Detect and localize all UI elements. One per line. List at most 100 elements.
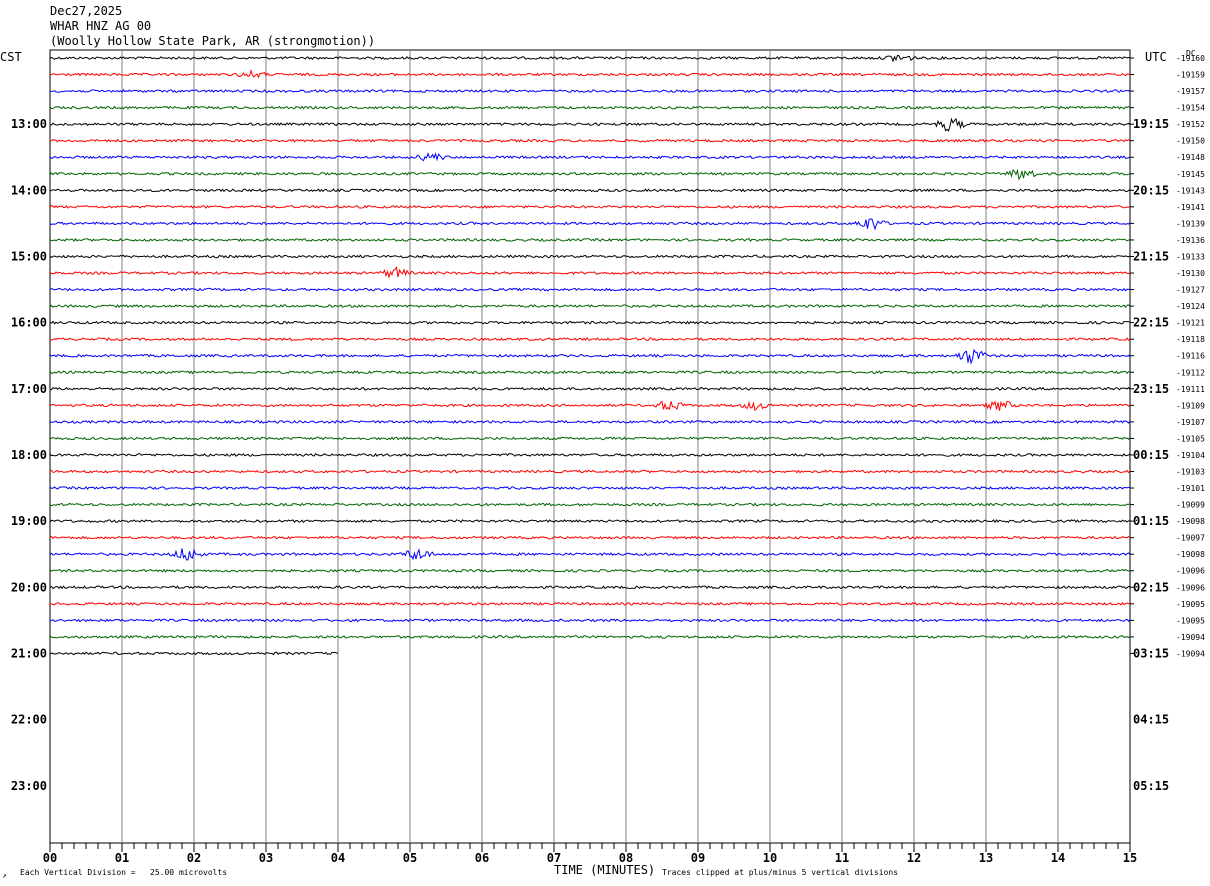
cst-hour-label: 20:00 bbox=[11, 580, 47, 594]
x-tick-label: 06 bbox=[475, 851, 489, 865]
trace-line bbox=[49, 400, 1131, 412]
trace-line bbox=[49, 188, 1131, 193]
dc-offset-label: -19116 bbox=[1176, 352, 1205, 361]
trace-line bbox=[49, 117, 1131, 132]
dc-offset-label: -19103 bbox=[1176, 468, 1205, 477]
utc-hour-label: 20:15 bbox=[1133, 183, 1169, 197]
header-station: WHAR HNZ AG 00 bbox=[50, 19, 152, 33]
trace-line bbox=[49, 337, 1131, 342]
scale-icon: ↗ bbox=[2, 871, 7, 880]
dc-offset-label: -19096 bbox=[1176, 567, 1205, 576]
header-location: (Woolly Hollow State Park, AR (strongmot… bbox=[50, 34, 376, 48]
trace-line bbox=[49, 436, 1131, 441]
dc-offset-label: -19159 bbox=[1176, 71, 1205, 80]
dc-offset-label: -19130 bbox=[1176, 269, 1205, 278]
utc-hour-label: 00:15 bbox=[1133, 448, 1169, 462]
x-tick-label: 04 bbox=[331, 851, 345, 865]
dc-offset-label: -19154 bbox=[1176, 104, 1205, 113]
dc-offset-label: -19111 bbox=[1176, 385, 1205, 394]
trace-line bbox=[49, 386, 1131, 391]
trace-line bbox=[49, 105, 1131, 110]
utc-hour-label: 04:15 bbox=[1133, 713, 1169, 727]
x-tick-label: 07 bbox=[547, 851, 561, 865]
dc-offset-label: -19150 bbox=[1176, 137, 1205, 146]
dc-offset-label: -19121 bbox=[1176, 319, 1205, 328]
trace-line bbox=[49, 348, 1131, 365]
dc-offset-label: -19097 bbox=[1176, 534, 1205, 543]
right-timezone-label: UTC bbox=[1145, 50, 1167, 64]
dc-offset-label: -19107 bbox=[1176, 418, 1205, 427]
dc-offset-label: -19145 bbox=[1176, 170, 1205, 179]
trace-line bbox=[49, 585, 1130, 590]
dc-offset-label: -19099 bbox=[1176, 501, 1205, 510]
x-tick-label: 08 bbox=[619, 851, 633, 865]
trace-line bbox=[49, 138, 1131, 143]
trace-line bbox=[49, 204, 1131, 209]
trace-line bbox=[49, 237, 1131, 242]
dc-offset-label: -19095 bbox=[1176, 600, 1205, 609]
dc-offset-label: -19112 bbox=[1176, 368, 1205, 377]
utc-hour-label: 19:15 bbox=[1133, 117, 1169, 131]
dc-offset-label: -19143 bbox=[1176, 186, 1205, 195]
trace-line bbox=[49, 168, 1131, 181]
dc-offset-label: -19136 bbox=[1176, 236, 1205, 245]
cst-hour-label: 13:00 bbox=[11, 117, 47, 131]
dc-offset-label: -19104 bbox=[1176, 451, 1205, 460]
trace-line bbox=[49, 469, 1131, 474]
trace-line bbox=[49, 486, 1131, 491]
x-tick-label: 01 bbox=[115, 851, 129, 865]
utc-hour-label: 23:15 bbox=[1133, 382, 1169, 396]
trace-line bbox=[49, 568, 1131, 573]
dc-offset-label: -19160 bbox=[1176, 54, 1205, 63]
dc-offset-label: -19157 bbox=[1176, 87, 1205, 96]
dc-offset-label: -19094 bbox=[1176, 633, 1205, 642]
x-tick-label: 14 bbox=[1051, 851, 1065, 865]
x-tick-label: 02 bbox=[187, 851, 201, 865]
dc-offset-label: -19098 bbox=[1176, 550, 1205, 559]
header-date: Dec27,2025 bbox=[50, 4, 123, 18]
trace-line bbox=[49, 68, 1131, 79]
x-tick-label: 12 bbox=[907, 851, 921, 865]
cst-hour-label: 14:00 bbox=[11, 183, 47, 197]
dc-offset-label: -19127 bbox=[1176, 286, 1205, 295]
dc-offset-label: -19109 bbox=[1176, 401, 1205, 410]
trace-line bbox=[49, 254, 1131, 259]
x-tick-label: 15 bbox=[1123, 851, 1137, 865]
trace-line bbox=[49, 320, 1131, 325]
trace-line bbox=[49, 287, 1131, 292]
trace-line bbox=[49, 89, 1131, 93]
cst-hour-label: 23:00 bbox=[11, 779, 47, 793]
dc-offset-label: -19141 bbox=[1176, 203, 1205, 212]
trace-line bbox=[49, 618, 1131, 623]
trace-line bbox=[50, 601, 1131, 606]
x-tick-label: 05 bbox=[403, 851, 417, 865]
x-tick-label: 03 bbox=[259, 851, 273, 865]
dc-offset-label: -19096 bbox=[1176, 583, 1205, 592]
utc-hour-label: 03:15 bbox=[1133, 646, 1169, 660]
utc-hour-label: 05:15 bbox=[1133, 779, 1169, 793]
cst-hour-label: 21:00 bbox=[11, 646, 47, 660]
x-tick-label: 10 bbox=[763, 851, 777, 865]
trace-line bbox=[49, 152, 1131, 162]
left-timezone-label: CST bbox=[0, 50, 22, 64]
trace-line bbox=[49, 370, 1131, 375]
dc-offset-label: -19101 bbox=[1176, 484, 1205, 493]
dc-offset-label: -19118 bbox=[1176, 335, 1205, 344]
cst-hour-label: 16:00 bbox=[11, 316, 47, 330]
dc-offset-label: -19124 bbox=[1176, 302, 1205, 311]
trace-line bbox=[49, 218, 1131, 231]
division-note: Each Vertical Division = 25.00 microvolt… bbox=[20, 868, 228, 877]
utc-hour-label: 21:15 bbox=[1133, 249, 1169, 263]
cst-hour-label: 17:00 bbox=[11, 382, 47, 396]
dc-offset-label: -19095 bbox=[1176, 616, 1205, 625]
trace-line bbox=[49, 452, 1131, 457]
trace-line bbox=[49, 502, 1131, 507]
cst-hour-label: 18:00 bbox=[11, 448, 47, 462]
clip-note: Traces clipped at plus/minus 5 vertical … bbox=[662, 868, 899, 877]
trace-line bbox=[49, 535, 1131, 540]
trace-line bbox=[49, 419, 1131, 424]
utc-hour-label: 01:15 bbox=[1133, 514, 1169, 528]
trace-line bbox=[49, 304, 1131, 309]
dc-offset-label: -19094 bbox=[1176, 649, 1205, 658]
